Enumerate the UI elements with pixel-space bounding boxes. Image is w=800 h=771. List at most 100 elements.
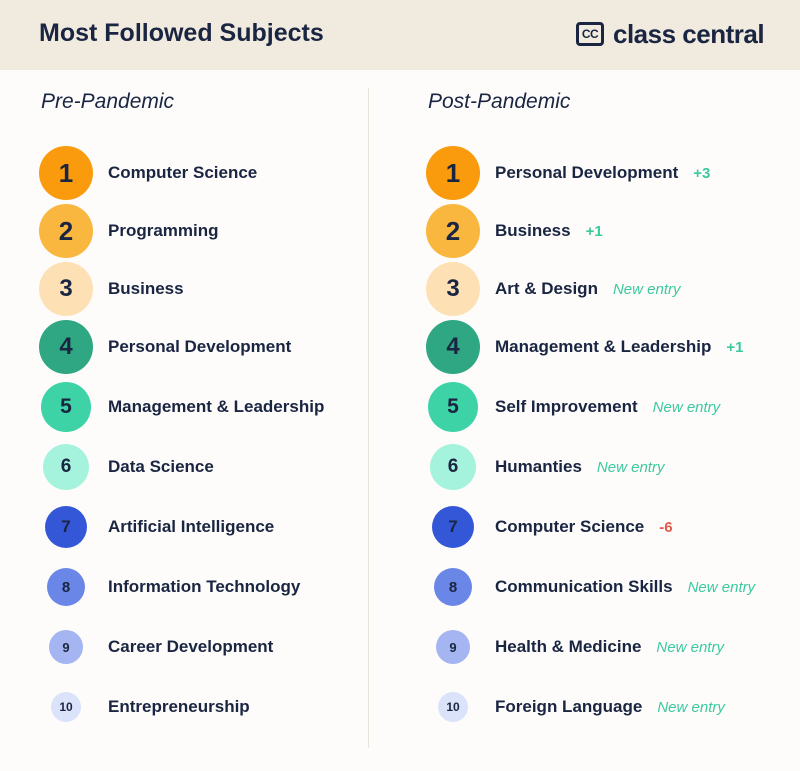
rank-badge: 10 [51,692,81,722]
rank-badge: 1 [426,146,480,200]
subject-label: Communication Skills [495,577,673,596]
header-bar: Most Followed Subjects CC class central [0,0,800,70]
new-entry-tag: New entry [687,579,756,596]
rank-badge-slot: 4 [426,320,480,374]
subject-label-group: Personal Development +3 [495,163,710,184]
subject-label: Business [108,279,184,298]
subject-label: Health & Medicine [495,637,642,656]
rank-badge: 2 [426,204,480,258]
rank-badge: 4 [426,320,480,374]
rank-badge: 3 [39,262,93,316]
new-entry-tag: New entry [657,699,725,716]
post-pandemic-heading: Post-Pandemic [428,90,571,113]
subject-label-group: Art & Design New entry [495,279,681,300]
rank-badge-slot: 1 [39,146,93,200]
subject-label-group: Artificial Intelligence [108,517,274,537]
subject-label-group: Self Improvement New entry [495,397,720,418]
rank-badge-slot: 10 [426,687,480,727]
post-rank-row: 9 Health & Medicine New entry [426,627,786,667]
subject-label: Foreign Language [495,697,643,716]
rank-change-indicator: +3 [693,165,711,182]
post-rank-row: 1 Personal Development +3 [426,146,786,200]
new-entry-tag: New entry [612,281,681,298]
subject-label: Self Improvement [495,397,638,416]
subject-label: Personal Development [108,337,292,356]
subject-label: Business [495,221,571,240]
subject-label-group: Management & Leadership +1 [495,337,743,358]
pre-rank-row: 9 Career Development [39,627,399,667]
post-rank-row: 6 Humanties New entry [426,444,786,490]
rank-badge-slot: 3 [426,262,480,316]
rank-badge-slot: 4 [39,320,93,374]
post-rank-row: 2 Business +1 [426,204,786,258]
rank-badge-slot: 2 [39,204,93,258]
subject-label: Data Science [108,457,214,476]
subject-label: Computer Science [495,517,645,536]
new-entry-tag: New entry [652,399,721,416]
new-entry-tag: New entry [656,639,724,656]
column-divider [368,88,369,748]
subject-label-group: Foreign Language New entry [495,697,725,718]
rank-badge: 1 [39,146,93,200]
subject-label: Programming [108,221,219,240]
rank-badge: 3 [426,262,480,316]
rank-badge-slot: 8 [426,567,480,607]
rank-badge-slot: 1 [426,146,480,200]
rank-badge: 6 [430,444,476,490]
rank-badge: 6 [43,444,89,490]
subject-label: Information Technology [108,577,301,596]
subject-label-group: Career Development [108,637,273,657]
subject-label: Humanties [495,457,582,476]
post-rank-row: 10 Foreign Language New entry [426,687,786,727]
subject-label: Career Development [108,637,274,656]
rank-change-indicator: +1 [585,223,603,240]
rank-badge-slot: 9 [426,627,480,667]
rank-badge: 7 [432,506,474,548]
post-rank-row: 5 Self Improvement New entry [426,382,786,432]
rank-badge-slot: 7 [39,506,93,548]
subject-label-group: Humanties New entry [495,457,664,478]
subject-label-group: Personal Development [108,337,291,357]
rank-badge: 10 [438,692,468,722]
subject-label-group: Entrepreneurship [108,697,250,717]
subject-label-group: Business +1 [495,221,603,242]
rank-badge-slot: 5 [426,382,480,432]
rank-badge-slot: 2 [426,204,480,258]
subject-label: Artificial Intelligence [108,517,275,536]
subject-label-group: Health & Medicine New entry [495,637,724,658]
class-central-logo-icon: CC [576,22,604,46]
new-entry-tag: New entry [596,459,665,476]
subject-label-group: Programming [108,221,219,241]
subject-label-group: Computer Science -6 [495,517,673,538]
rank-badge: 9 [49,630,83,664]
class-central-logo[interactable]: CC class central [576,18,765,49]
rank-change-indicator: +1 [726,339,744,356]
subject-label: Entrepreneurship [108,697,250,716]
subject-label-group: Business [108,279,184,299]
rank-badge-slot: 10 [39,687,93,727]
rank-badge: 8 [434,568,472,606]
subject-label-group: Management & Leadership [108,397,324,417]
rank-badge: 9 [436,630,470,664]
subject-label-group: Data Science [108,457,214,477]
subject-label: Art & Design [495,279,598,298]
pre-rank-row: 6 Data Science [39,444,399,490]
pre-rank-row: 2 Programming [39,204,399,258]
post-rank-row: 4 Management & Leadership +1 [426,320,786,374]
pre-rank-row: 7 Artificial Intelligence [39,506,399,548]
pre-rank-row: 4 Personal Development [39,320,399,374]
post-rank-row: 7 Computer Science -6 [426,506,786,548]
rank-change-indicator: -6 [659,519,673,536]
rank-badge: 5 [428,382,478,432]
rank-badge-slot: 5 [39,382,93,432]
subject-label: Personal Development [495,163,679,182]
pre-pandemic-heading: Pre-Pandemic [41,90,175,113]
rank-badge-slot: 6 [426,444,480,490]
subject-label-group: Communication Skills New entry [495,577,755,598]
logo-text: class central [613,18,765,49]
post-rank-row: 3 Art & Design New entry [426,262,786,316]
pre-rank-row: 1 Computer Science [39,146,399,200]
rank-badge: 7 [45,506,87,548]
rank-badge-slot: 6 [39,444,93,490]
subject-label: Computer Science [108,163,258,182]
